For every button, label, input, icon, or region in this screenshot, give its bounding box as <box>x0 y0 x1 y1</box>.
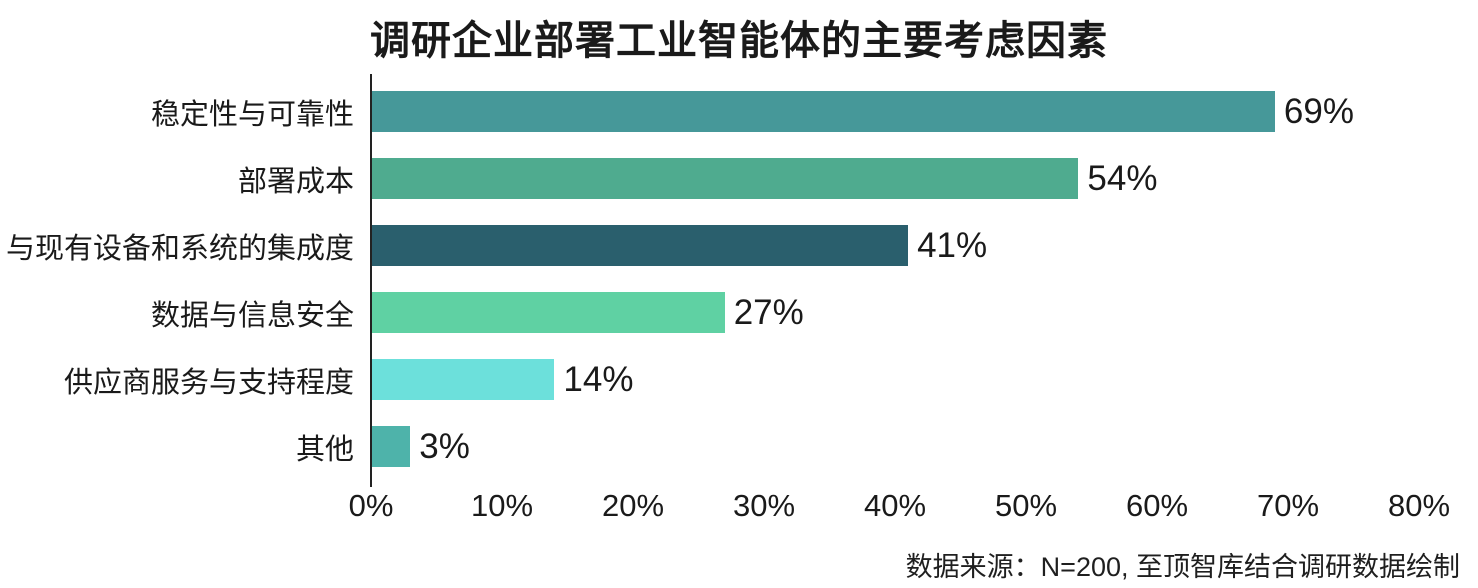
x-tick-label: 40% <box>863 488 927 523</box>
bar-row: 其他 3% <box>0 413 1478 480</box>
value-label: 69% <box>1283 91 1354 131</box>
value-label: 14% <box>563 359 634 399</box>
bar <box>371 91 1275 132</box>
value-label: 3% <box>419 426 470 466</box>
source-note: 数据来源：N=200, 至顶智库结合调研数据绘制 <box>905 552 1460 582</box>
bar-row: 数据与信息安全 27% <box>0 279 1478 346</box>
value-label: 41% <box>917 225 988 265</box>
x-tick-label: 80% <box>1387 488 1451 523</box>
x-tick-label: 0% <box>348 488 394 523</box>
bar <box>371 426 411 467</box>
value-label: 27% <box>733 292 804 332</box>
value-label: 54% <box>1087 158 1158 198</box>
category-label: 供应商服务与支持程度 <box>63 366 354 399</box>
category-label: 其他 <box>295 433 354 466</box>
category-label: 与现有设备和系统的集成度 <box>5 232 354 265</box>
bar <box>371 158 1079 199</box>
bar-row: 稳定性与可靠性 69% <box>0 78 1478 145</box>
category-label: 部署成本 <box>237 165 354 198</box>
category-label: 数据与信息安全 <box>150 299 354 332</box>
x-tick-label: 70% <box>1256 488 1320 523</box>
x-tick-label: 60% <box>1125 488 1189 523</box>
bar-row: 部署成本 54% <box>0 145 1478 212</box>
y-axis-line <box>370 74 372 487</box>
bar-row: 供应商服务与支持程度 14% <box>0 346 1478 413</box>
bar <box>371 359 555 400</box>
bar-rows: 稳定性与可靠性 69% 部署成本 54% 与现有设备和系统的集成度 41% 数据与信息安全 2… <box>0 74 1478 487</box>
x-tick-label: 50% <box>994 488 1058 523</box>
category-label: 稳定性与可靠性 <box>150 98 354 131</box>
plot-area: 稳定性与可靠性 69% 部署成本 54% 与现有设备和系统的集成度 41% 数据与信息安全 2… <box>0 74 1478 536</box>
bar <box>371 225 909 266</box>
chart-title: 调研企业部署工业智能体的主要考虑因素 <box>370 19 1108 63</box>
x-tick-label: 10% <box>470 488 534 523</box>
x-axis-ticks: 0% 10% 20% 30% 40% 50% 60% 70% 80% <box>0 486 1478 536</box>
x-tick-label: 30% <box>732 488 796 523</box>
x-tick-label: 20% <box>601 488 665 523</box>
bar <box>371 292 725 333</box>
bar-row: 与现有设备和系统的集成度 41% <box>0 212 1478 279</box>
